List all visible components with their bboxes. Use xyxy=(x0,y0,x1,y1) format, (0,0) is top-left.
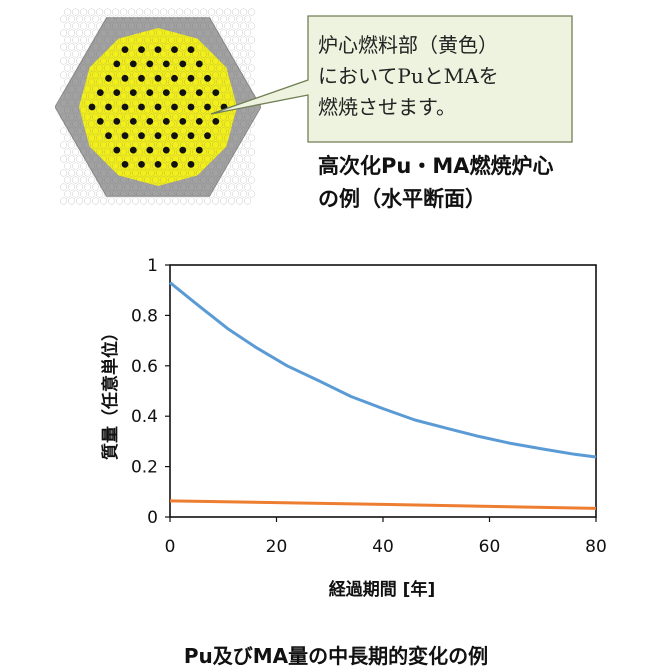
fuel-pin-dot xyxy=(162,118,170,125)
fuel-pin-dot xyxy=(138,74,145,82)
callout-box xyxy=(210,15,573,143)
y-tick-label: 0.4 xyxy=(131,407,158,427)
fuel-pin-dot xyxy=(171,46,178,53)
fuel-pin-dot xyxy=(171,103,178,111)
fuel-pin-dot xyxy=(113,60,121,68)
bottom-caption: Pu及びMA量の中長期的変化の例 xyxy=(183,644,489,668)
core-caption: 高次化Pu・MA燃焼炉心 の例（水平断面） xyxy=(318,150,554,216)
fuel-pin-dot xyxy=(204,103,211,111)
y-tick-label: 0.8 xyxy=(131,306,158,326)
fuel-pin-dot xyxy=(179,146,187,154)
callout-text: 炉心燃料部（黄色） においてPuとMAを 燃焼させます。 xyxy=(318,30,570,123)
fuel-pin-dot xyxy=(121,103,129,111)
x-tick-label: 40 xyxy=(372,537,394,557)
fuel-pin-dot xyxy=(154,74,162,82)
y-axis-label: 質量（任意単位） xyxy=(100,324,121,460)
fuel-pin-dot xyxy=(212,118,220,125)
fuel-pin-dot xyxy=(105,74,112,82)
fuel-pin-dot xyxy=(187,132,195,140)
core-caption-line: の例（水平断面） xyxy=(318,187,486,211)
fuel-pin-dot xyxy=(129,146,137,154)
fuel-pin-dot xyxy=(96,118,104,125)
callout-line: においてPuとMAを xyxy=(318,64,499,88)
fuel-pin-dot xyxy=(146,118,154,125)
fuel-pin-dot xyxy=(121,132,129,140)
fuel-pin-dot xyxy=(113,118,121,125)
fuel-pin-dot xyxy=(187,74,195,82)
fuel-pin-dot xyxy=(138,161,145,168)
y-tick-label: 0 xyxy=(147,508,158,528)
fuel-pin-dot xyxy=(138,46,145,53)
fuel-pin-dot xyxy=(154,46,162,53)
y-tick-label: 1 xyxy=(147,256,158,276)
fuel-pin-dot xyxy=(195,60,203,68)
fuel-pin-dot xyxy=(121,74,129,82)
fuel-pin-dot xyxy=(105,132,112,140)
plot-frame xyxy=(169,264,597,518)
callout-line: 炉心燃料部（黄色） xyxy=(318,33,498,57)
fuel-pin-dot xyxy=(179,89,187,96)
y-tick-label: 0.2 xyxy=(131,458,158,478)
fuel-pin-dot xyxy=(146,146,154,154)
fuel-pin-dot xyxy=(171,161,178,168)
fuel-pin-dot xyxy=(162,146,170,154)
fuel-pin-dot xyxy=(138,132,145,140)
callout-pointer-shape xyxy=(210,15,573,143)
core-caption-line: 高次化Pu・MA燃焼炉心 xyxy=(318,154,554,178)
fuel-pin-dot xyxy=(146,89,154,96)
fuel-pin-dot xyxy=(212,89,220,96)
fuel-pin-dot xyxy=(154,103,162,111)
x-tick-label: 80 xyxy=(585,537,607,557)
fuel-pin-dot xyxy=(113,146,121,154)
assembly-grid xyxy=(60,8,256,205)
fuel-pin-dot xyxy=(195,118,203,125)
fuel-pin-dot xyxy=(187,103,195,111)
fuel-pin-dot xyxy=(179,60,187,68)
y-tick-label: 0.6 xyxy=(131,357,158,377)
fuel-pin-dot xyxy=(162,60,170,68)
mass-line-chart: 0 0.2 0.4 0.6 0.8 1 0 20 40 60 80 質量（任意単位） 経過期間 [年… xyxy=(100,256,607,600)
fuel-pin-dot xyxy=(154,161,162,168)
fuel-pin-dot xyxy=(146,60,154,68)
fuel-pin-dot xyxy=(121,161,129,168)
fuel-pin-dot xyxy=(195,146,203,154)
fuel-pin-dot xyxy=(154,132,162,140)
core-cross-section xyxy=(55,8,261,205)
fuel-pin-dot xyxy=(195,89,203,96)
fuel-pin-dot xyxy=(162,89,170,96)
fuel-pin-dot xyxy=(88,103,96,111)
fuel-pin-dot xyxy=(204,74,211,82)
fuel-pin-dot xyxy=(179,118,187,125)
x-tick-label: 20 xyxy=(266,537,288,557)
fuel-pin-dot xyxy=(129,118,137,125)
fuel-pin-dot xyxy=(96,89,104,96)
fuel-pin-dot xyxy=(171,132,178,140)
fuel-pin-dot xyxy=(187,46,195,53)
x-tick-label: 60 xyxy=(479,537,501,557)
fuel-pin-dot xyxy=(113,89,121,96)
fuel-pin-dot xyxy=(138,103,145,111)
fuel-pin-dot xyxy=(105,103,112,111)
x-axis-label: 経過期間 [年] xyxy=(329,579,435,600)
fuel-pin-dot xyxy=(187,161,195,168)
x-tick-label: 0 xyxy=(165,537,176,557)
fuel-pin-dot xyxy=(129,89,137,96)
fuel-pin-dot xyxy=(204,132,211,140)
fuel-pin-dot xyxy=(121,46,129,53)
fuel-pin-dot xyxy=(171,74,178,82)
fuel-pin-dot xyxy=(129,60,137,68)
series-line-2 xyxy=(169,499,597,510)
callout-line: 燃焼させます。 xyxy=(318,95,456,119)
series-line-1 xyxy=(169,281,597,459)
